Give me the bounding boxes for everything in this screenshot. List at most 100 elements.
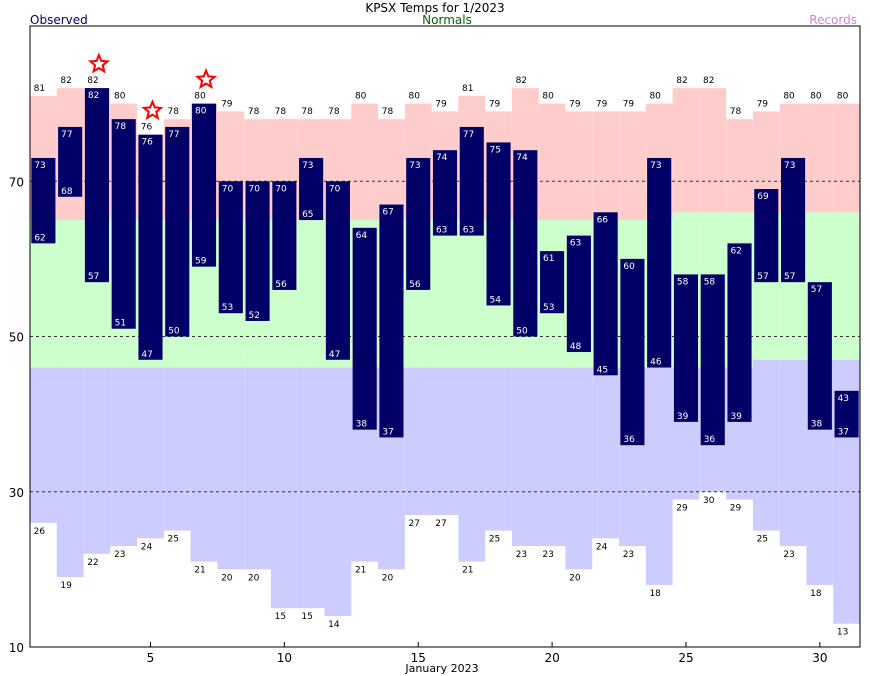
observed-bar [245, 181, 270, 321]
record-low-label: 20 [382, 573, 394, 583]
observed-bar [218, 181, 243, 314]
legend-normals: Normals [422, 13, 472, 27]
record-low-label: 23 [516, 550, 527, 560]
observed-low-label: 53 [543, 303, 554, 313]
observed-low-label: 39 [677, 412, 689, 422]
record-high-label: 82 [516, 76, 527, 86]
record-low-label: 20 [248, 573, 260, 583]
record-low-band [244, 367, 271, 570]
observed-low-label: 36 [623, 435, 635, 445]
record-high-label: 78 [730, 107, 742, 117]
record-low-band [217, 367, 245, 570]
observed-bar [620, 258, 645, 446]
record-high-label: 80 [783, 92, 795, 102]
observed-high-label: 73 [650, 161, 661, 171]
observed-bar [299, 157, 324, 221]
observed-low-label: 50 [516, 327, 528, 337]
observed-bar [84, 88, 109, 283]
x-tick-label: 25 [678, 651, 693, 665]
record-low-label: 30 [703, 496, 715, 506]
record-low-label: 21 [355, 566, 366, 576]
record-low-band [404, 367, 432, 516]
observed-high-label: 70 [222, 184, 234, 194]
observed-high-label: 70 [275, 184, 287, 194]
observed-bar [406, 157, 431, 290]
record-low-band [511, 367, 539, 547]
record-star-icon [195, 67, 218, 90]
record-high-label: 80 [355, 92, 367, 102]
observed-low-label: 50 [168, 327, 180, 337]
record-low-band [163, 367, 191, 531]
record-low-label: 18 [649, 589, 661, 599]
legend-observed: Observed [30, 13, 88, 27]
record-high-label: 82 [703, 76, 714, 86]
record-low-band [592, 367, 620, 539]
record-high-label: 79 [569, 99, 581, 109]
record-high-label: 80 [649, 92, 661, 102]
observed-low-label: 46 [650, 358, 662, 368]
record-low-label: 13 [837, 628, 848, 638]
observed-low-label: 63 [436, 226, 447, 236]
observed-bar [325, 181, 350, 360]
record-low-band [83, 367, 111, 554]
observed-low-label: 45 [597, 365, 608, 375]
observed-bar [807, 282, 832, 430]
record-low-band [485, 367, 512, 531]
observed-bar [593, 212, 618, 376]
observed-low-label: 62 [34, 233, 45, 243]
record-low-band [779, 359, 807, 547]
normal-band [297, 220, 325, 368]
observed-low-label: 38 [356, 420, 368, 430]
record-low-label: 25 [168, 535, 179, 545]
x-tick-label: 5 [147, 651, 155, 665]
observed-high-label: 78 [115, 122, 127, 132]
record-high-label: 81 [462, 84, 473, 94]
observed-low-label: 37 [838, 427, 849, 437]
record-low-label: 23 [783, 550, 794, 560]
observed-low-label: 56 [409, 280, 421, 290]
record-high-band [592, 111, 620, 221]
record-high-label: 80 [837, 92, 849, 102]
record-high-band [565, 111, 593, 221]
observed-low-label: 48 [570, 342, 582, 352]
record-low-label: 19 [60, 581, 72, 591]
observed-bar [834, 390, 859, 438]
observed-bar [781, 157, 806, 283]
x-tick-label: 10 [277, 651, 292, 665]
observed-high-label: 58 [677, 277, 689, 287]
record-low-band [137, 367, 164, 539]
observed-bar [191, 103, 217, 267]
observed-high-label: 61 [543, 254, 554, 264]
record-low-band [190, 367, 218, 562]
record-high-band [619, 111, 646, 221]
record-high-label: 82 [87, 76, 98, 86]
record-high-label: 79 [596, 99, 608, 109]
observed-low-label: 38 [811, 420, 823, 430]
observed-high-label: 80 [195, 107, 207, 117]
observed-high-label: 60 [623, 262, 635, 272]
observed-low-label: 57 [784, 272, 795, 282]
observed-low-label: 57 [88, 272, 99, 282]
observed-high-label: 77 [61, 130, 72, 140]
observed-bar [432, 150, 458, 236]
record-low-band [56, 367, 84, 578]
observed-high-label: 77 [168, 130, 179, 140]
record-high-band [699, 88, 727, 213]
record-low-label: 18 [810, 589, 822, 599]
observed-high-label: 74 [516, 153, 528, 163]
observed-bar [673, 274, 699, 422]
observed-high-label: 62 [730, 246, 741, 256]
record-low-band [752, 359, 780, 531]
observed-low-label: 36 [704, 435, 716, 445]
observed-bar [379, 204, 404, 438]
record-high-label: 80 [542, 92, 554, 102]
record-high-label: 79 [623, 99, 635, 109]
record-high-label: 78 [301, 107, 313, 117]
observed-low-label: 54 [490, 295, 502, 305]
observed-high-label: 77 [463, 130, 474, 140]
record-high-band [806, 103, 834, 213]
observed-high-label: 73 [34, 161, 45, 171]
observed-bar [540, 251, 565, 314]
observed-low-label: 37 [382, 427, 393, 437]
record-high-band [833, 103, 860, 213]
